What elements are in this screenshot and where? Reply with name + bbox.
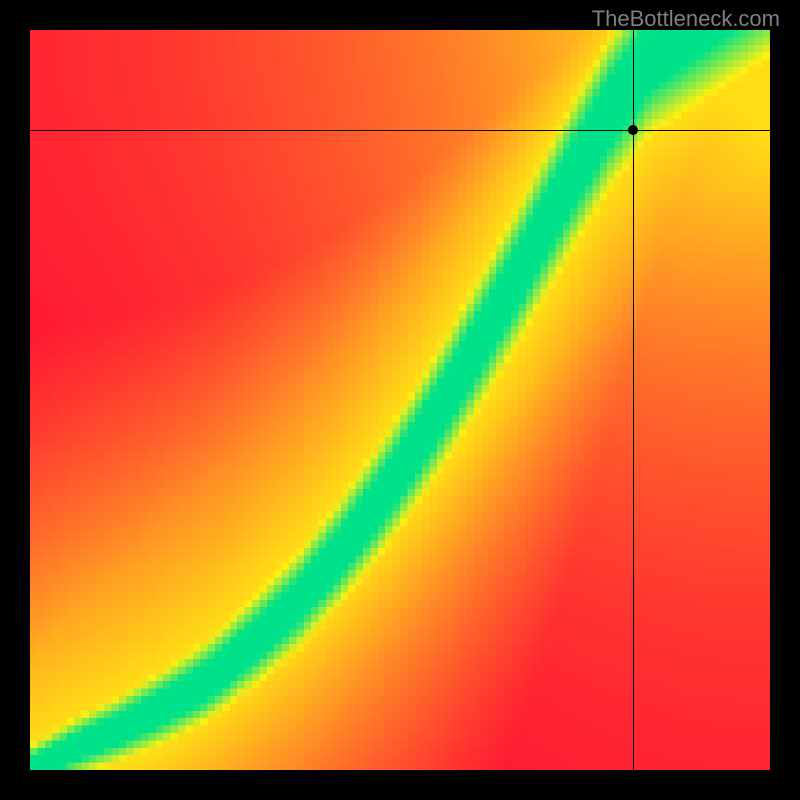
- watermark-text: TheBottleneck.com: [592, 6, 780, 32]
- heatmap-canvas: [30, 30, 770, 770]
- crosshair-point[interactable]: [628, 125, 638, 135]
- heatmap-plot: [30, 30, 770, 770]
- crosshair-horizontal-line: [30, 130, 770, 131]
- crosshair-vertical-line: [633, 30, 634, 770]
